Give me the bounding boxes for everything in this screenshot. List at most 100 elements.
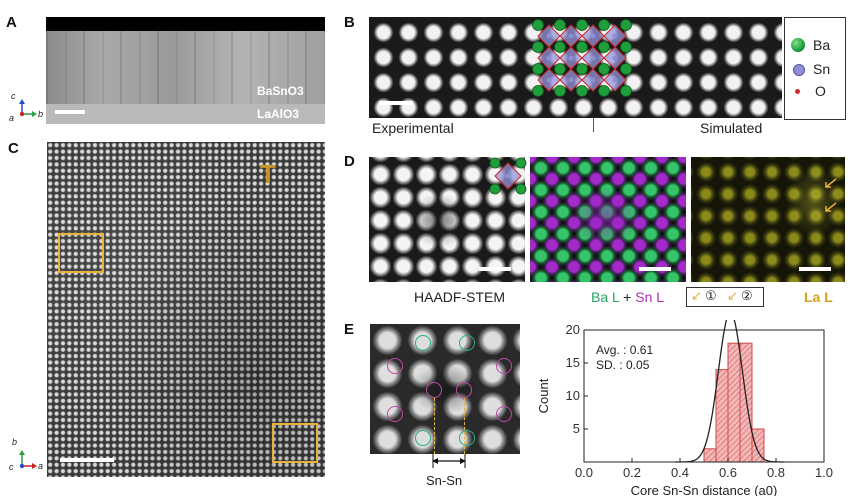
panel-b-divider bbox=[593, 118, 594, 132]
panel-c-axis-c: c bbox=[9, 462, 14, 472]
arrow-key-box: ↙ ① ↙ ② bbox=[686, 287, 764, 307]
ba-atom bbox=[598, 19, 610, 31]
histogram-bar bbox=[727, 342, 741, 463]
label-simulated: Simulated bbox=[700, 120, 763, 136]
annotation-sd: SD. : 0.05 bbox=[596, 358, 650, 372]
ba-circle bbox=[415, 335, 431, 351]
sn-atom bbox=[590, 77, 596, 83]
ba-atom bbox=[532, 63, 544, 75]
y-tick-label: 20 bbox=[566, 322, 580, 337]
ba-atom bbox=[554, 19, 566, 31]
panel-a-axes bbox=[19, 99, 37, 117]
histogram-bar bbox=[715, 369, 729, 463]
panel-b-letter: B bbox=[344, 14, 355, 31]
sn-sn-measure-arrow bbox=[432, 454, 466, 468]
sn-atom bbox=[590, 55, 596, 61]
ba-atom bbox=[489, 183, 501, 195]
layer-basno3-label: BaSnO3 bbox=[257, 84, 304, 98]
ba-atom bbox=[576, 85, 588, 97]
panel-c-axis-b: b bbox=[12, 437, 18, 447]
ba-atom bbox=[598, 41, 610, 53]
la-arrows bbox=[825, 178, 837, 212]
panel-c-scale-bar bbox=[60, 458, 114, 462]
panel-c-image: T bbox=[47, 142, 325, 477]
sn-atom bbox=[568, 33, 574, 39]
sn-atom bbox=[546, 77, 552, 83]
y-tick-label: 10 bbox=[566, 388, 580, 403]
panel-c-axis-a: a bbox=[38, 461, 44, 471]
gaussian-fit-line bbox=[675, 320, 785, 463]
guide-line-left bbox=[434, 398, 435, 454]
panel-b-scale-bar bbox=[379, 101, 413, 105]
label-haadf-stem: HAADF-STEM bbox=[414, 289, 505, 305]
x-tick-label: 0.0 bbox=[575, 465, 593, 480]
sn-atom bbox=[546, 33, 552, 39]
ba-atom bbox=[554, 85, 566, 97]
x-tick-label: 0.8 bbox=[767, 465, 785, 480]
ba-atom bbox=[554, 63, 566, 75]
sn-circle-core bbox=[426, 382, 442, 398]
x-axis-label: Core Sn-Sn distance (a0) bbox=[631, 483, 778, 496]
legend-o-icon bbox=[795, 89, 800, 94]
x-tick-label: 1.0 bbox=[815, 465, 833, 480]
label-eds-basn: Ba L + Sn L bbox=[591, 289, 664, 305]
ba-circle bbox=[459, 335, 475, 351]
panel-d-structure-overlay bbox=[489, 157, 527, 195]
label-plus: + bbox=[623, 289, 632, 305]
ba-atom bbox=[620, 41, 632, 53]
panel-a-letter: A bbox=[6, 14, 17, 31]
sn-atom bbox=[505, 173, 511, 179]
sn-circle-core bbox=[456, 382, 472, 398]
sn-sn-label: Sn-Sn bbox=[426, 473, 463, 488]
arrow-2-label: ② bbox=[741, 288, 753, 303]
panel-a-axis-b: b bbox=[38, 109, 44, 119]
dislocation-marker: T bbox=[260, 159, 276, 189]
guide-line-right bbox=[464, 398, 465, 454]
panel-b-legend: Ba Sn O bbox=[784, 17, 846, 120]
panel-d-scale-bar-3 bbox=[799, 267, 831, 271]
label-experimental: Experimental bbox=[372, 120, 454, 136]
ba-atom bbox=[598, 63, 610, 75]
ba-atom bbox=[620, 63, 632, 75]
sn-circle bbox=[496, 358, 512, 374]
region-box-2 bbox=[272, 423, 318, 463]
x-tick-label: 0.4 bbox=[671, 465, 689, 480]
ba-atom bbox=[489, 157, 501, 169]
ba-atom bbox=[532, 85, 544, 97]
ba-atom bbox=[554, 41, 566, 53]
ba-atom bbox=[515, 157, 527, 169]
label-ba-l: Ba L bbox=[591, 289, 620, 305]
ba-atom bbox=[576, 19, 588, 31]
legend-sn-icon bbox=[793, 64, 805, 76]
arrow-2-icon: ↙ bbox=[727, 288, 738, 303]
x-tick-label: 0.6 bbox=[719, 465, 737, 480]
sn-atom bbox=[590, 33, 596, 39]
panel-d-eds-basn-image bbox=[530, 157, 686, 282]
sn-circle bbox=[387, 358, 403, 374]
label-la-l: La L bbox=[804, 289, 833, 305]
ba-circle bbox=[415, 430, 431, 446]
panel-d-letter: D bbox=[344, 153, 355, 170]
histogram-bar bbox=[703, 448, 717, 463]
panel-d-scale-bar-2 bbox=[639, 267, 671, 271]
sn-atom bbox=[546, 55, 552, 61]
ba-atom bbox=[620, 85, 632, 97]
panel-a-axis-c: c bbox=[11, 91, 16, 101]
layer-laalo3-label: LaAlO3 bbox=[257, 107, 300, 121]
panel-d-eds-la-image bbox=[691, 157, 845, 282]
ba-circle bbox=[459, 430, 475, 446]
panel-b-structure-overlay bbox=[532, 19, 632, 97]
sn-atom bbox=[568, 77, 574, 83]
sn-atom bbox=[612, 77, 618, 83]
panel-a-image: BaSnO3 LaAlO3 bbox=[46, 17, 325, 124]
histogram-bar bbox=[739, 342, 753, 463]
region-box-1 bbox=[58, 233, 104, 273]
panel-e-letter: E bbox=[344, 321, 355, 338]
ba-atom bbox=[620, 19, 632, 31]
panel-a-axis-a: a bbox=[9, 113, 15, 123]
ba-atom bbox=[598, 85, 610, 97]
sn-atom bbox=[568, 55, 574, 61]
ba-atom bbox=[532, 19, 544, 31]
histogram-chart: 0.0 0.2 0.4 0.6 0.8 1.0 5 10 15 20 Core Sn-Sn dist… bbox=[536, 320, 833, 496]
sn-circle bbox=[496, 406, 512, 422]
